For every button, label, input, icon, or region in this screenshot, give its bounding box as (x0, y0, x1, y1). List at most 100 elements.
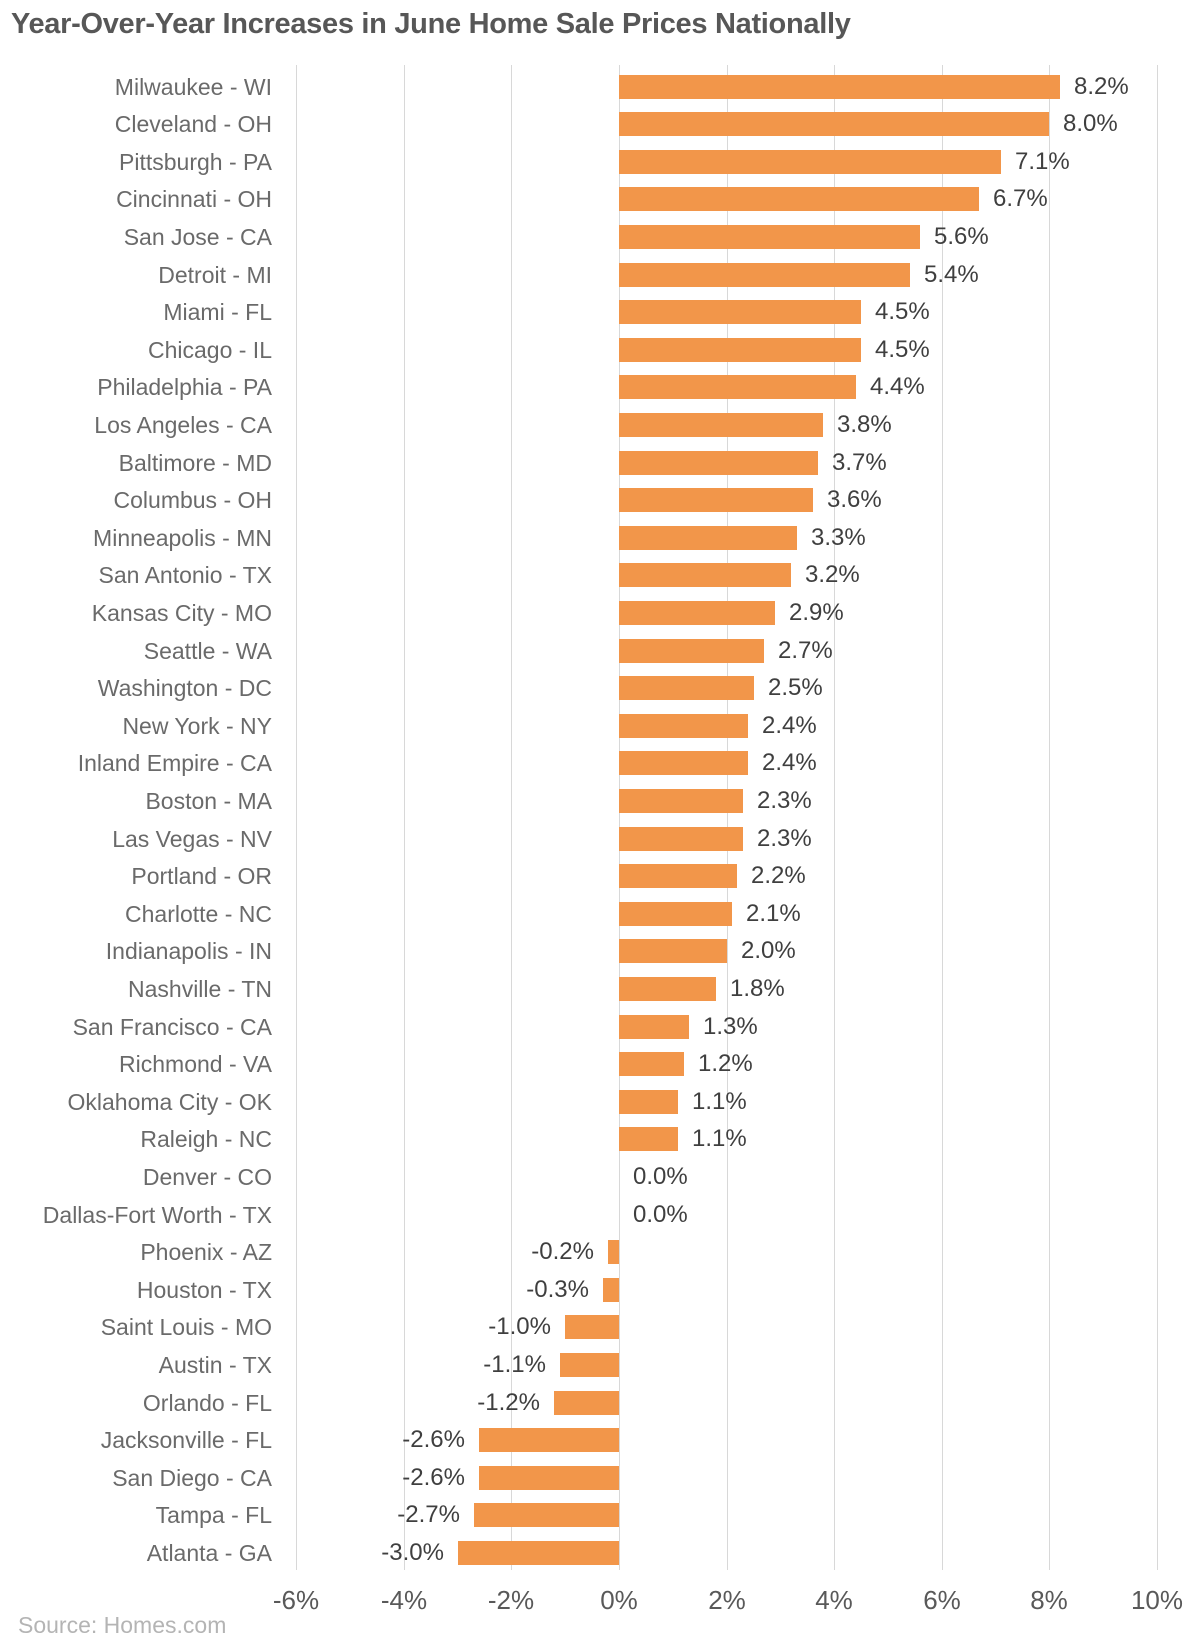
bar (619, 902, 732, 926)
value-label: 1.1% (692, 1125, 747, 1152)
category-label: San Jose - CA (123, 224, 272, 250)
category-label: Richmond - VA (119, 1051, 272, 1077)
category-label: San Francisco - CA (72, 1014, 272, 1040)
value-label: 8.2% (1074, 73, 1129, 100)
gridline (726, 65, 728, 1570)
bar (458, 1541, 619, 1565)
gridline (510, 65, 512, 1570)
bar (619, 827, 743, 851)
x-axis-tick-label: 6% (923, 1585, 961, 1615)
bar (619, 338, 861, 362)
value-label: 2.9% (789, 599, 844, 626)
category-label: Baltimore - MD (118, 450, 272, 476)
value-label: 2.3% (757, 787, 812, 814)
bar (619, 225, 920, 249)
source-attribution: Source: Homes.com (18, 1612, 227, 1638)
x-axis-tick-label: 4% (815, 1585, 853, 1615)
value-label: 1.2% (698, 1050, 753, 1077)
category-label: Denver - CO (142, 1164, 272, 1190)
gridline (618, 65, 620, 1570)
value-label: 8.0% (1063, 110, 1118, 137)
category-label: Chicago - IL (147, 337, 272, 363)
bar (619, 639, 764, 663)
value-label: 2.7% (778, 637, 833, 664)
bar (560, 1353, 619, 1377)
bar (619, 563, 791, 587)
category-label: Detroit - MI (158, 262, 272, 288)
gridline (295, 65, 297, 1570)
value-label: 3.2% (805, 561, 860, 588)
bar (603, 1278, 619, 1302)
category-label: Austin - TX (158, 1352, 272, 1378)
x-axis-tick-label: 2% (708, 1585, 746, 1615)
value-label: 4.5% (875, 298, 930, 325)
value-label: 2.1% (746, 900, 801, 927)
category-label: Los Angeles - CA (94, 412, 272, 438)
category-label: Kansas City - MO (91, 600, 272, 626)
value-label: 1.3% (703, 1013, 758, 1040)
value-label: 4.5% (875, 336, 930, 363)
value-label: -3.0% (381, 1539, 444, 1566)
x-axis-tick-label: -4% (380, 1585, 428, 1615)
value-label: 3.8% (837, 411, 892, 438)
x-axis-tick-label: 10% (1130, 1585, 1184, 1615)
category-label: Jacksonville - FL (100, 1427, 272, 1453)
value-label: 5.4% (924, 261, 979, 288)
value-label: -2.6% (402, 1464, 465, 1491)
category-label: Washington - DC (97, 675, 272, 701)
bar (479, 1466, 619, 1490)
category-label: Cincinnati - OH (116, 186, 272, 212)
value-label: 5.6% (934, 223, 989, 250)
bar (619, 751, 748, 775)
bar (565, 1315, 619, 1339)
bar (619, 864, 737, 888)
bar (619, 75, 1060, 99)
chart-title: Year-Over-Year Increases in June Home Sa… (11, 8, 851, 40)
x-axis-tick-label: -6% (272, 1585, 320, 1615)
bar (474, 1503, 619, 1527)
bar (619, 676, 754, 700)
category-label: Boston - MA (145, 788, 272, 814)
bar (619, 601, 775, 625)
bar (554, 1391, 619, 1415)
value-label: 2.2% (751, 862, 806, 889)
bar (619, 263, 910, 287)
value-label: 6.7% (993, 185, 1048, 212)
category-label: San Diego - CA (112, 1465, 272, 1491)
value-label: -2.7% (397, 1501, 460, 1528)
value-label: 0.0% (633, 1201, 688, 1228)
value-label: 3.6% (827, 486, 882, 513)
category-label: Dallas-Fort Worth - TX (42, 1202, 272, 1228)
gridline (1048, 65, 1050, 1570)
category-label: Atlanta - GA (146, 1540, 272, 1566)
value-label: 1.8% (730, 975, 785, 1002)
bar (619, 300, 861, 324)
bar (619, 413, 823, 437)
category-label: Portland - OR (131, 863, 272, 889)
category-label: Columbus - OH (113, 487, 272, 513)
bar (619, 1090, 678, 1114)
value-label: -1.2% (477, 1389, 540, 1416)
category-label: Inland Empire - CA (77, 750, 272, 776)
value-label: 2.0% (741, 937, 796, 964)
x-axis-tick-label: 8% (1030, 1585, 1068, 1615)
gridline (941, 65, 943, 1570)
bar (619, 977, 716, 1001)
category-label: Phoenix - AZ (140, 1239, 272, 1265)
bar (619, 451, 818, 475)
bar (619, 488, 813, 512)
category-label: Miami - FL (163, 299, 272, 325)
category-label: Houston - TX (136, 1277, 272, 1303)
category-label: Charlotte - NC (125, 901, 272, 927)
bar (619, 714, 748, 738)
value-label: 3.7% (832, 449, 887, 476)
value-label: -0.2% (531, 1238, 594, 1265)
gridline (403, 65, 405, 1570)
category-label: New York - NY (122, 713, 272, 739)
bar (619, 375, 856, 399)
category-label: Tampa - FL (155, 1502, 272, 1528)
value-label: 2.4% (762, 749, 817, 776)
bar (619, 1015, 689, 1039)
category-label: Orlando - FL (142, 1390, 272, 1416)
